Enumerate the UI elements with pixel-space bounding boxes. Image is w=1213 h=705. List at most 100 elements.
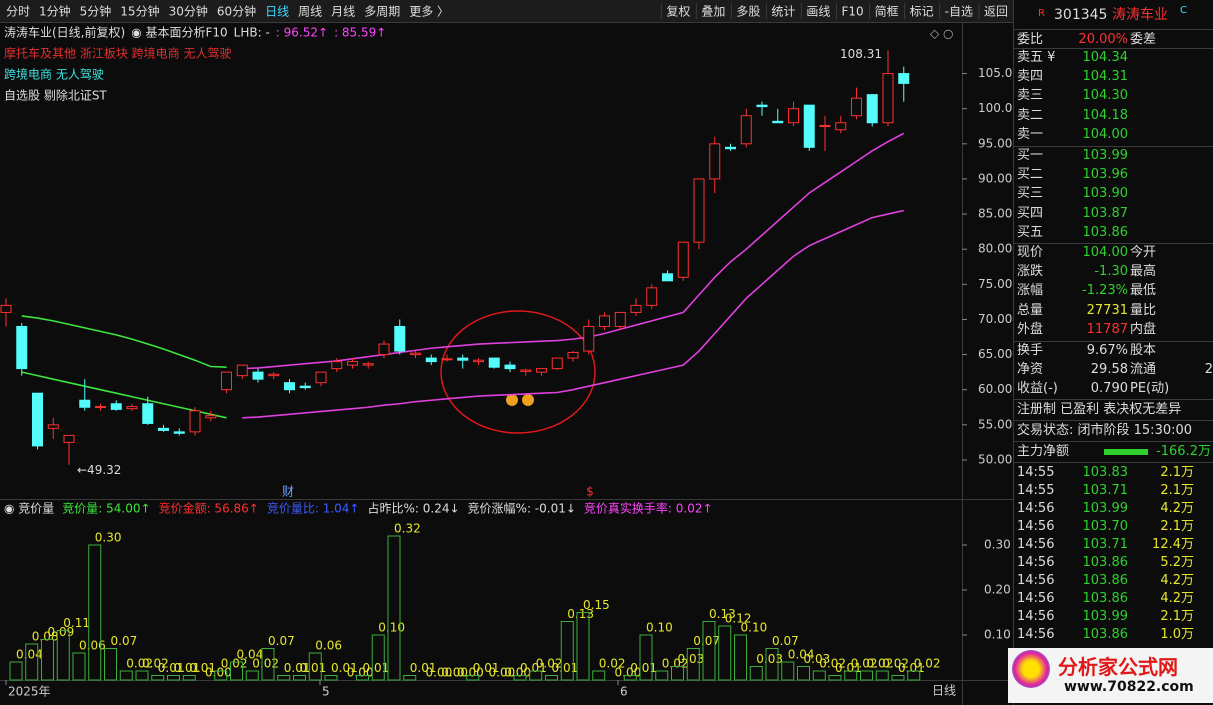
quote-cell: 9.67% xyxy=(1086,343,1128,358)
volume-bar xyxy=(907,670,921,681)
watermark-url: www.70822.com xyxy=(1064,679,1194,695)
volume-bar xyxy=(356,675,369,681)
tag-line: 摩托车及其他 浙江板块 跨境电商 无人驾驶 xyxy=(4,46,231,61)
volume-bar xyxy=(545,675,558,681)
candle-body xyxy=(79,399,91,408)
signal-icon xyxy=(522,394,534,406)
quote-cell: 5.2万 xyxy=(1160,555,1194,570)
quote-cell: 主力净额 xyxy=(1017,444,1070,459)
volume-label: 0.04 xyxy=(237,648,264,662)
y-tick-label: 0.30 xyxy=(984,538,1011,552)
volume-bar xyxy=(781,661,795,681)
quote-cell: 1.0万 xyxy=(1160,627,1194,642)
quote-cell: 27731 xyxy=(1086,302,1128,318)
toolbar-button[interactable]: 简框 xyxy=(875,5,899,19)
volume-label: 0.01 xyxy=(363,661,390,675)
y-tick-label: 80.00 xyxy=(978,242,1012,256)
toolbar-button[interactable]: -自选 xyxy=(945,5,973,19)
y-tick-label: 0.10 xyxy=(984,628,1011,642)
candle-body xyxy=(331,361,343,370)
volume-bar xyxy=(797,666,810,681)
candle-body xyxy=(819,125,831,128)
toolbar-button[interactable]: 多股 xyxy=(736,5,760,19)
toolbar-button[interactable]: 返回 xyxy=(984,5,1008,19)
quote-cell: 换手 xyxy=(1017,343,1044,358)
candle-body xyxy=(142,403,154,424)
quote-cell: 103.86 xyxy=(1082,627,1129,642)
toolbar-button[interactable]: 叠加 xyxy=(701,5,725,19)
quote-cell: 净资 xyxy=(1017,362,1044,377)
separator xyxy=(1014,420,1213,421)
period-label: 日线 xyxy=(932,684,956,698)
toolbar-bg xyxy=(0,0,1013,22)
toolbar-button[interactable]: 统计 xyxy=(771,5,795,19)
candle-body xyxy=(788,108,799,124)
toolbar-tab[interactable]: 日线 xyxy=(265,5,289,19)
candle-body xyxy=(378,343,390,356)
header-item: ◉ 基本面分析F10 xyxy=(131,26,227,40)
toolbar-tab[interactable]: 更多 〉 xyxy=(409,5,449,19)
toolbar-tab[interactable]: 5分钟 xyxy=(80,4,112,19)
toolbar-tab[interactable]: 多周期 xyxy=(364,5,400,19)
volume-label: 0.01 xyxy=(174,661,201,675)
quote-cell: 4.2万 xyxy=(1160,573,1194,588)
candle-body xyxy=(835,122,847,131)
volume-bar xyxy=(88,544,102,681)
toolbar-button[interactable]: 复权 xyxy=(666,5,690,19)
toolbar-tab[interactable]: 30分钟 xyxy=(169,4,208,19)
quote-cell: 14:56 xyxy=(1017,519,1055,534)
toolbar-tab[interactable]: 60分钟 xyxy=(217,4,256,19)
header-item: 竞价真实换手率: 0.02↑ xyxy=(584,501,713,516)
volume-label: 0.02 xyxy=(599,657,626,671)
toolbar-button[interactable]: F10 xyxy=(841,5,863,19)
toolbar-tab[interactable]: 1分钟 xyxy=(39,4,71,19)
volume-bar xyxy=(671,666,684,681)
separator xyxy=(1014,341,1213,342)
quote-cell: 买二 xyxy=(1017,167,1044,183)
y-tick-label: 95.00 xyxy=(978,136,1012,150)
quote-cell: -1.23% xyxy=(1082,283,1128,299)
volume-label: 0.02 xyxy=(252,657,279,671)
candle-body xyxy=(536,368,547,373)
quote-cell: C xyxy=(1180,5,1187,16)
toolbar-tab[interactable]: 周线 xyxy=(298,5,322,19)
quote-cell: 卖四 xyxy=(1017,69,1044,85)
volume-bar xyxy=(466,675,480,681)
quote-cell: 卖一 xyxy=(1017,126,1044,142)
high-label: 108.31 xyxy=(840,47,882,61)
volume-bar xyxy=(324,675,338,681)
volume-bar xyxy=(702,621,716,681)
header-item: LHB: - xyxy=(234,26,270,40)
volume-bar xyxy=(765,648,779,681)
candle-body xyxy=(756,104,768,108)
candle-body xyxy=(488,357,500,368)
candle-body xyxy=(95,406,106,409)
quote-cell: 103.86 xyxy=(1082,555,1129,570)
toolbar-tab[interactable]: 月线 xyxy=(331,5,355,19)
quote-cell: 今开 xyxy=(1130,245,1157,260)
quote-cell: 买三 xyxy=(1017,186,1044,202)
volume-bar xyxy=(9,661,23,681)
separator xyxy=(1014,48,1213,49)
quote-cell: 12.4万 xyxy=(1152,537,1194,552)
event-marker: $ xyxy=(586,485,594,499)
volume-bar xyxy=(182,675,196,681)
toolbar-tab[interactable]: 15分钟 xyxy=(120,4,159,19)
volume-bar xyxy=(371,634,385,681)
quote-cell: 流通 xyxy=(1130,362,1157,377)
quote-cell: 103.70 xyxy=(1082,519,1129,534)
candle-body xyxy=(803,104,815,148)
watermark-box: 分析家公式网 www.70822.com xyxy=(1008,648,1213,703)
volume-label: 0.06 xyxy=(79,639,106,653)
volume-bar xyxy=(72,652,86,681)
volume-label: 0.02 xyxy=(536,657,563,671)
volume-label: 0.15 xyxy=(583,598,610,612)
quote-cell: 14:56 xyxy=(1017,537,1055,552)
candle-body xyxy=(299,385,311,389)
volume-bar xyxy=(639,634,653,681)
volume-label: 0.02 xyxy=(142,657,169,671)
toolbar-button[interactable]: 画线 xyxy=(806,5,830,19)
toolbar-button[interactable]: 标记 xyxy=(910,5,934,19)
toolbar-tab[interactable]: 分时 xyxy=(6,5,30,19)
